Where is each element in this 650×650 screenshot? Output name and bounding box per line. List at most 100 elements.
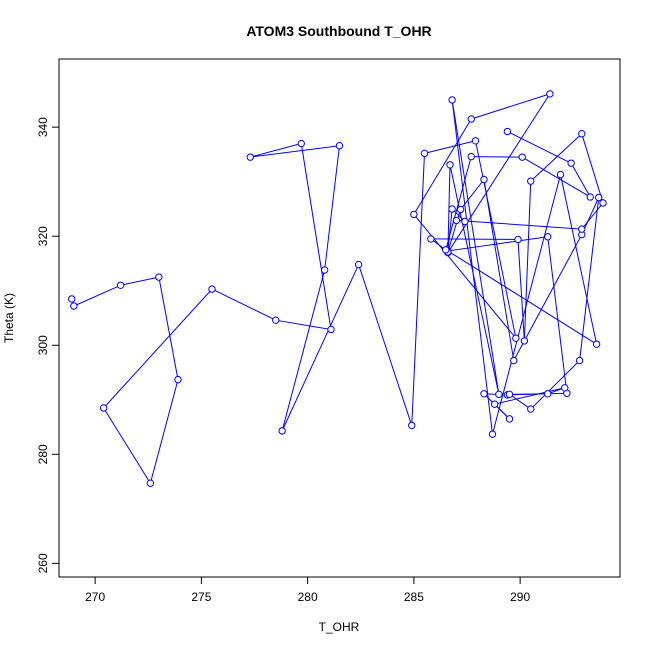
series-segment [471,156,523,158]
data-point [544,390,552,398]
data-point [278,427,286,435]
series-segment [447,250,597,345]
series-segment [103,288,213,409]
series-segment [281,269,326,431]
data-point [174,375,182,384]
x-tick-label: 275 [191,590,211,604]
data-point [354,260,363,269]
data-point [592,340,601,348]
data-point [578,130,586,138]
y-axis-label: Theta (K) [2,293,16,343]
chart-title: ATOM3 Southbound T_OHR [246,23,431,39]
data-point [461,217,469,226]
series-segment [250,145,340,158]
data-point [442,246,450,254]
data-point [595,193,603,202]
y-tick-label: 320 [36,226,50,246]
series-segment [413,118,472,215]
data-point [561,384,569,392]
data-point [527,405,535,413]
data-point [578,225,586,233]
series-segment [547,236,568,394]
data-point [410,210,418,219]
y-tick-label: 300 [36,335,50,355]
series-segment [492,174,561,435]
series-segment [445,156,472,250]
data-point [575,356,584,365]
data-point [446,161,454,169]
series-segment [530,133,583,182]
data-point [448,205,456,213]
series-segment [570,162,591,198]
series-segment [300,143,332,330]
series-segment [483,179,515,361]
series-segment [411,153,425,426]
data-point [208,285,216,293]
data-point [467,115,475,123]
series-segment [507,131,572,164]
x-axis: 270 275 280 285 290 [85,577,530,604]
data-point [505,415,514,423]
data-point [146,479,155,487]
data-point [527,177,535,185]
series-segment [211,288,276,321]
series-segment [509,393,548,395]
series-segment [73,284,121,307]
data-point [488,430,497,438]
series-segment [460,179,485,210]
series-segment [530,360,580,410]
series-segment [324,145,340,271]
data-point [116,281,125,289]
plot-frame [58,58,621,578]
series-segment [521,156,591,198]
x-tick-label: 290 [510,590,530,604]
data-point [495,390,503,399]
series-segment [120,276,159,286]
data-point [505,390,514,399]
series-segment [509,393,532,410]
data-point [520,337,529,345]
data-point [155,273,163,281]
data-point [556,170,565,179]
data-point [480,390,488,398]
series-segment [447,93,551,253]
series-segment [581,202,604,230]
series-segment [471,93,551,120]
series-segment [523,181,532,341]
series-segment [149,379,179,484]
data-point [480,175,488,184]
series-segment [494,387,565,405]
y-tick-label: 260 [36,553,50,573]
series-segment [449,164,500,395]
series-segment [456,219,582,230]
data-point [335,141,344,150]
series-segment [581,133,604,204]
x-tick-label: 270 [85,590,105,604]
series-segment [517,239,525,341]
series-segment [447,209,462,253]
series-segment [281,264,360,432]
data-point [456,205,465,214]
data-point [246,153,254,161]
data-point [518,153,526,161]
y-tick-label: 280 [36,444,50,464]
data-point [467,152,475,161]
data-point [510,356,518,365]
data-point [490,400,499,408]
y-axis: 260 280 300 320 340 [36,117,59,573]
series-segment [103,407,151,484]
data-point [320,266,329,274]
series-segment [451,99,493,435]
series-line [68,90,607,487]
data-point [327,325,335,334]
data-point [420,149,429,158]
x-axis-label: T_OHR [319,620,360,634]
series-segment [250,143,302,158]
series-segment [358,264,413,426]
data-point [427,235,435,243]
data-point [68,295,76,303]
data-point [599,199,607,207]
data-point [503,127,512,136]
data-point [297,139,305,148]
